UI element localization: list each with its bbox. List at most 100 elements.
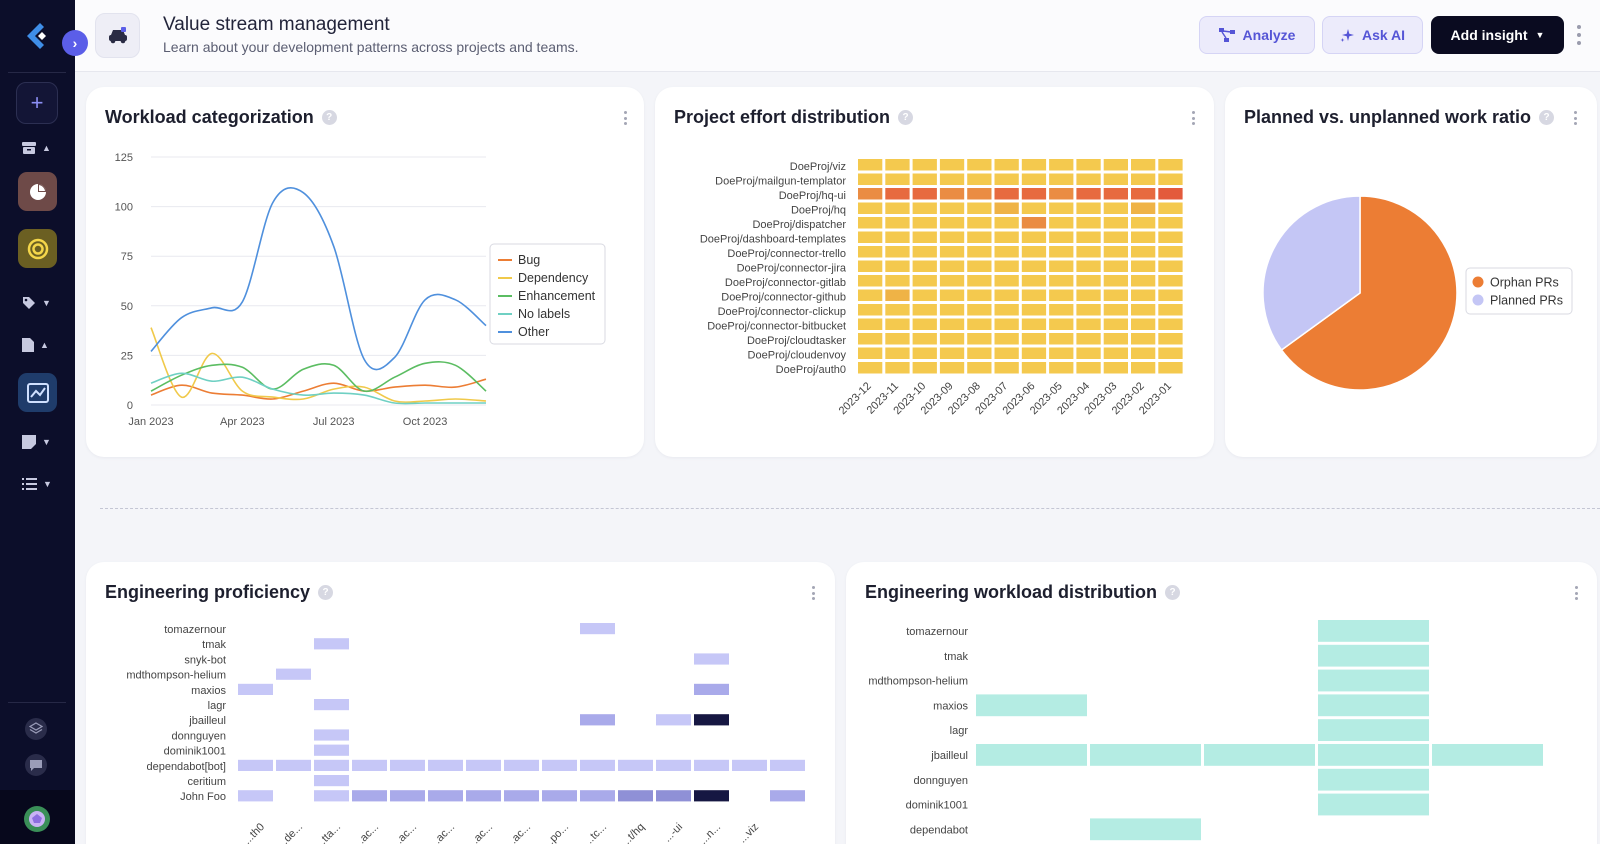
card-menu-icon[interactable] (1190, 111, 1196, 125)
heatmap-cell (1318, 644, 1429, 667)
heatmap-cell (1021, 231, 1047, 243)
heatmap-cell (994, 159, 1019, 171)
heatmap-cell (885, 304, 910, 316)
heatmap-cell (314, 790, 349, 802)
heatmap-cell (1049, 246, 1074, 258)
pie-chart-icon (29, 183, 46, 200)
card-menu-icon[interactable] (622, 111, 628, 125)
ask-ai-button[interactable]: Ask AI (1322, 16, 1423, 54)
avatar[interactable] (24, 806, 50, 832)
heatmap-cell (1318, 793, 1429, 816)
heatmap-cell (580, 759, 615, 771)
column-label: ...ac... (503, 821, 533, 844)
sidebar-expand-button[interactable]: › (62, 30, 88, 56)
heatmap-cell (967, 304, 992, 316)
heatmap-cell (656, 790, 691, 802)
heatmap-cell (1021, 318, 1047, 330)
note-icon (22, 435, 36, 449)
add-insight-button[interactable]: Add insight ▼ (1431, 16, 1564, 54)
card-menu-icon[interactable] (810, 586, 816, 600)
page-subtitle: Learn about your development patterns ac… (163, 39, 579, 55)
heatmap-cell (694, 683, 729, 695)
heatmap-cell (939, 231, 965, 243)
heatmap-cell (1131, 362, 1156, 374)
heatmap-cell (858, 362, 883, 374)
heatmap-cell (428, 790, 463, 802)
column-label: ...tc... (582, 821, 610, 844)
sidebar-group-notes[interactable]: ▼ (22, 435, 51, 449)
card-title: Planned vs. unplanned work ratio ? (1244, 107, 1555, 128)
heatmap-cell (314, 699, 349, 711)
heatmap-cell (1158, 318, 1183, 330)
heatmap-cell (967, 260, 992, 272)
heatmap-cell (967, 173, 992, 185)
sidebar-group-archive[interactable]: ▲ (22, 142, 51, 154)
heatmap-cell (1076, 202, 1101, 214)
sidebar-item-target[interactable] (18, 229, 57, 268)
sidebar-item-pie[interactable] (18, 172, 57, 211)
row-label: DoeProj/connector-bitbucket (707, 321, 846, 333)
heatmap-cell (1158, 159, 1183, 171)
heatmap-cell (1076, 362, 1101, 374)
heatmap-cell (1158, 347, 1183, 359)
help-icon[interactable]: ? (321, 110, 337, 125)
heatmap-cell (1049, 318, 1074, 330)
row-label: snyk-bot (184, 654, 226, 666)
heatmap-cell (967, 347, 992, 359)
heatmap-cell (1158, 260, 1183, 272)
heatmap-cell (1158, 289, 1183, 301)
analyze-button[interactable]: Analyze (1199, 16, 1315, 54)
heatmap-cell (939, 347, 965, 359)
y-tick-label: 0 (127, 400, 133, 412)
row-label: donnguyen (172, 730, 226, 742)
card-menu-icon[interactable] (1573, 586, 1579, 600)
heatmap-cell (1021, 173, 1047, 185)
heatmap-cell (314, 775, 349, 787)
heatmap-cell (858, 318, 883, 330)
heatmap-cell (314, 638, 349, 650)
card-title-text: Workload categorization (105, 107, 314, 127)
page-title: Value stream management (163, 14, 390, 35)
heatmap-cell (994, 246, 1019, 258)
row-label: dependabot[bot] (146, 761, 226, 773)
heatmap-cell (694, 759, 729, 771)
column-label: ...ac... (351, 821, 381, 844)
heatmap-cell (1049, 289, 1074, 301)
heatmap-cell (1076, 347, 1101, 359)
heatmap-cell (885, 159, 910, 171)
heatmap-cell (939, 318, 965, 330)
column-label: ...n... (697, 821, 723, 844)
ask-ai-label: Ask AI (1361, 27, 1406, 43)
heatmap-cell (504, 790, 539, 802)
heatmap-cell (1021, 333, 1047, 345)
heatmap-cell (1049, 202, 1074, 214)
more-options-icon[interactable] (1575, 22, 1583, 48)
heatmap-cell (770, 790, 805, 802)
heatmap-cell (1103, 231, 1128, 243)
sidebar-group-tags[interactable]: ▼ (22, 296, 51, 310)
help-icon[interactable]: ? (1539, 110, 1555, 125)
heatmap-cell (994, 318, 1019, 330)
heatmap-cell (428, 759, 463, 771)
help-icon[interactable]: ? (1165, 585, 1181, 600)
card-menu-icon[interactable] (1572, 111, 1578, 125)
heatmap-cell (694, 790, 729, 802)
row-label: tmak (202, 639, 226, 651)
row-label: jbailleul (930, 750, 968, 762)
heatmap-cell (858, 347, 883, 359)
layers-icon[interactable] (25, 718, 47, 740)
sidebar-group-docs[interactable]: ▲ (22, 338, 49, 352)
chat-icon[interactable] (25, 754, 47, 776)
sidebar-item-line-chart[interactable] (18, 373, 57, 412)
help-icon[interactable]: ? (318, 585, 334, 600)
row-label: donnguyen (914, 775, 968, 787)
add-icon[interactable]: + (16, 82, 58, 124)
app-logo-icon[interactable] (22, 20, 54, 52)
card-title-text: Planned vs. unplanned work ratio (1244, 107, 1532, 127)
heatmap-cell (1131, 333, 1156, 345)
heatmap-cell (1131, 202, 1156, 214)
pie-slice-orphan-prs (1280, 195, 1458, 391)
heatmap-cell (858, 275, 883, 287)
help-icon[interactable]: ? (898, 110, 913, 125)
sidebar-group-lists[interactable]: ▼ (22, 478, 52, 490)
